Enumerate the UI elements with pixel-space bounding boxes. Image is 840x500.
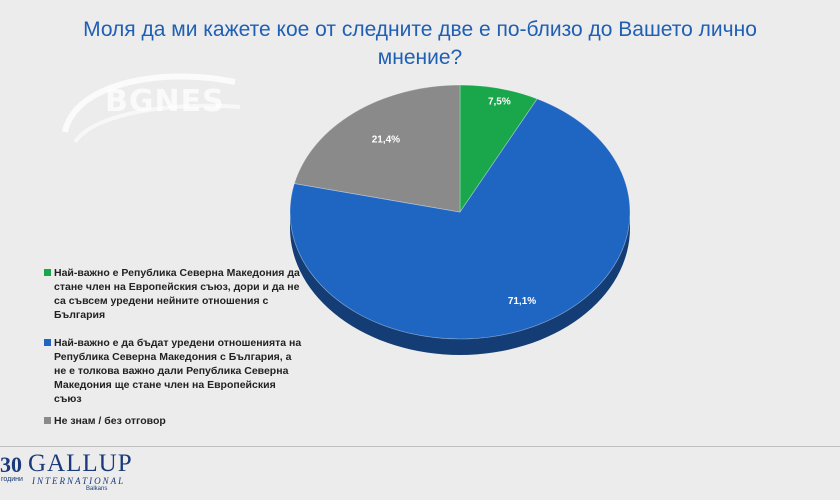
legend-swatch xyxy=(44,269,51,276)
pie-chart: 7,5% 71,1% 21,4% xyxy=(289,84,631,355)
logo-brand-sub: INTERNATIONAL xyxy=(32,476,126,486)
pie-slice xyxy=(289,98,631,340)
legend-item: Не знам / без отговор xyxy=(44,414,304,428)
chart-title: Моля да ми кажете кое от следните две е … xyxy=(83,18,757,69)
watermark-swoosh-icon xyxy=(62,73,241,144)
footer-divider xyxy=(0,446,840,447)
pie-slice xyxy=(293,84,461,213)
logo-brand: GALLUP xyxy=(28,450,133,477)
bgnes-watermark: BGNES xyxy=(55,62,245,152)
pie-slice xyxy=(459,84,538,214)
legend-swatch xyxy=(44,417,51,424)
legend-item: Най-важно е Република Северна Македония … xyxy=(44,266,304,322)
chart-legend: Най-важно е Република Северна Македония … xyxy=(44,266,304,436)
pie-data-label: 7,5% xyxy=(488,96,511,107)
watermark-text: BGNES xyxy=(105,84,225,119)
pie-data-label: 71,1% xyxy=(508,296,536,307)
legend-item: Най-важно е да бъдат уредени отношенията… xyxy=(44,336,304,406)
logo-years: 30 xyxy=(0,452,22,477)
legend-label: Най-важно е да бъдат уредени отношенията… xyxy=(54,337,302,405)
legend-swatch xyxy=(44,339,51,346)
logo-years-sub: години xyxy=(1,476,23,483)
legend-label: Най-важно е Република Северна Македония … xyxy=(54,267,300,321)
logo-region: Balkans xyxy=(86,486,108,492)
pie-data-label: 21,4% xyxy=(372,134,400,145)
gallup-logo: 30 години GALLUP INTERNATIONAL Balkans xyxy=(0,450,160,492)
legend-label: Не знам / без отговор xyxy=(54,415,166,427)
